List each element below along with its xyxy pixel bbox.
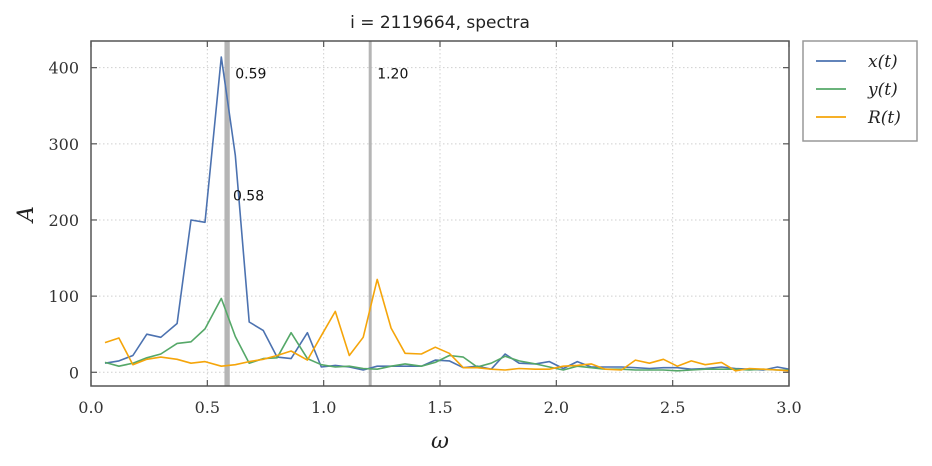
x-tick-label: 1.5 <box>427 398 452 417</box>
annotation-layer: 0.58 0.59 1.20 <box>233 67 408 205</box>
vline-label-0.59: 0.59 <box>235 67 266 83</box>
chart-title: i = 2119664, spectra <box>350 13 530 33</box>
y-tick-label: 100 <box>48 287 79 306</box>
y-tick-label: 200 <box>48 211 79 230</box>
y-axis-label: A <box>14 206 39 224</box>
y-tick-label: 0 <box>69 363 79 382</box>
x-tick-label: 0.5 <box>195 398 220 417</box>
legend: x(t) y(t) R(t) <box>802 40 918 142</box>
y-tick-label: 400 <box>48 59 79 78</box>
x-tick-label: 1.0 <box>311 398 336 417</box>
vline-layer <box>224 41 372 386</box>
series-line-1 <box>104 297 789 372</box>
legend-entry-1: y(t) <box>867 80 898 100</box>
series-line-0 <box>104 56 790 371</box>
x-tick-label: 3.0 <box>776 398 801 417</box>
grid-layer <box>90 41 790 386</box>
legend-entry-2: R(t) <box>867 108 901 128</box>
series-layer <box>104 56 790 372</box>
x-tick-label: 0.0 <box>78 398 103 417</box>
y-tick-label: 300 <box>48 135 79 154</box>
vline-label-1.20: 1.20 <box>377 67 408 83</box>
vline-label-0.58: 0.58 <box>233 189 264 205</box>
x-axis-label: ω <box>431 429 449 454</box>
tick-layer: 0.0 0.5 1.0 1.5 2.0 2.5 3.0 0 100 200 300 400 <box>48 41 802 417</box>
x-tick-label: 2.0 <box>544 398 569 417</box>
x-tick-label: 2.5 <box>660 398 685 417</box>
legend-frame <box>802 40 918 142</box>
series-line-2 <box>104 278 790 372</box>
legend-entry-0: x(t) <box>868 52 898 72</box>
